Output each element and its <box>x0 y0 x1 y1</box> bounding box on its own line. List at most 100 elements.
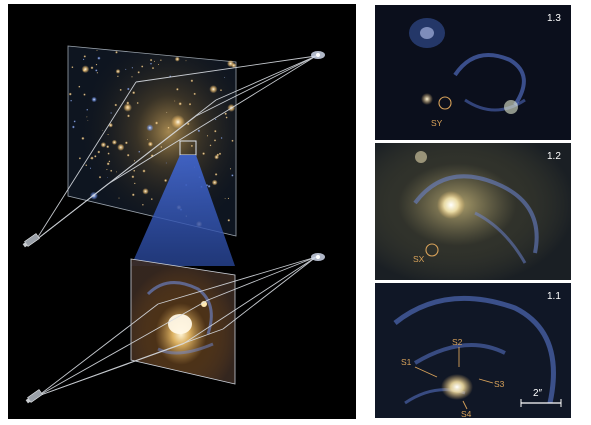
field-galaxy <box>210 144 212 146</box>
lensing-illustration <box>8 4 356 419</box>
field-galaxy <box>106 169 107 170</box>
field-galaxy <box>160 146 162 148</box>
field-galaxy <box>202 152 205 155</box>
field-galaxy <box>227 60 234 67</box>
field-galaxy <box>83 93 86 96</box>
field-galaxy <box>225 198 226 199</box>
field-galaxy <box>142 204 144 206</box>
field-galaxy <box>131 76 133 78</box>
field-galaxy <box>150 59 153 62</box>
scale-bar-label: 2″ <box>533 388 543 399</box>
field-galaxy <box>191 145 193 147</box>
marker-label-s4: S4 <box>461 409 472 418</box>
field-galaxy <box>134 183 136 185</box>
field-galaxy <box>112 140 117 145</box>
panel-1-1: 1.1 S1 S2 S3 S4 2″ <box>375 283 571 418</box>
field-galaxy <box>72 126 75 129</box>
field-galaxy <box>146 124 153 131</box>
field-galaxy <box>86 109 88 111</box>
field-galaxy <box>106 145 109 148</box>
field-galaxy <box>95 69 98 72</box>
field-galaxy <box>132 193 135 196</box>
marker-label-sy: SY <box>431 118 443 128</box>
field-galaxy <box>127 154 130 157</box>
field-galaxy <box>174 100 175 101</box>
field-galaxy <box>231 140 233 142</box>
field-galaxy <box>164 179 167 182</box>
field-galaxy <box>176 88 179 91</box>
field-galaxy <box>220 89 222 91</box>
field-galaxy <box>108 160 110 162</box>
field-galaxy <box>127 88 130 91</box>
field-galaxy <box>133 170 135 172</box>
field-galaxy <box>155 121 158 124</box>
field-galaxy <box>167 127 169 129</box>
field-galaxy <box>99 176 102 179</box>
field-galaxy <box>126 101 129 104</box>
field-galaxy <box>214 139 216 141</box>
field-galaxy <box>86 116 87 117</box>
field-galaxy <box>191 79 194 82</box>
field-galaxy <box>90 167 92 169</box>
field-galaxy <box>91 97 97 103</box>
field-galaxy <box>97 72 99 74</box>
source-galaxy-upper <box>311 51 325 59</box>
field-galaxy <box>125 141 128 144</box>
field-galaxy <box>91 66 94 69</box>
field-galaxy <box>90 156 93 159</box>
field-galaxy <box>152 67 154 69</box>
field-galaxy <box>127 114 130 117</box>
field-galaxy <box>115 51 118 54</box>
field-galaxy <box>83 59 85 61</box>
field-galaxy <box>160 59 162 61</box>
marker-label-sx: SX <box>413 254 425 264</box>
field-galaxy <box>120 89 122 91</box>
marker-label-s2: S2 <box>452 337 463 347</box>
cluster-core <box>171 115 185 129</box>
marker-label-s3: S3 <box>494 379 505 389</box>
field-galaxy <box>212 180 218 186</box>
field-galaxy <box>226 116 228 118</box>
field-galaxy <box>166 112 167 113</box>
field-galaxy <box>102 130 103 131</box>
field-galaxy <box>107 134 108 135</box>
field-galaxy <box>116 69 121 74</box>
field-galaxy <box>117 144 124 151</box>
field-galaxy <box>97 151 100 154</box>
field-galaxy <box>207 135 209 137</box>
field-galaxy <box>216 154 219 157</box>
field-galaxy <box>151 198 153 200</box>
field-galaxy <box>96 64 98 66</box>
field-galaxy <box>166 162 167 163</box>
field-galaxy <box>107 162 110 165</box>
field-galaxy <box>221 137 223 139</box>
field-galaxy <box>147 139 148 140</box>
lensing-diagram <box>8 4 356 419</box>
field-galaxy <box>71 66 73 68</box>
image-panels: 1.3 SY 1.2 SX <box>375 5 571 418</box>
zoom-plane <box>131 259 235 384</box>
field-galaxy <box>227 219 230 222</box>
field-galaxy <box>85 164 87 166</box>
field-galaxy <box>87 120 88 121</box>
field-galaxy <box>214 130 217 133</box>
field-galaxy <box>101 142 107 148</box>
field-galaxy <box>78 86 80 88</box>
field-galaxy <box>209 85 217 93</box>
field-galaxy <box>118 197 119 198</box>
telescope-upper-icon <box>22 234 39 249</box>
field-galaxy <box>134 160 136 162</box>
panel-label-1-3: 1.3 <box>547 13 561 24</box>
field-galaxy <box>107 177 108 178</box>
field-galaxy <box>198 129 201 132</box>
field-galaxy <box>126 106 129 109</box>
field-galaxy <box>231 174 234 177</box>
field-galaxy <box>117 75 119 77</box>
field-galaxy <box>96 50 97 51</box>
field-galaxy <box>142 188 148 194</box>
field-galaxy <box>189 103 192 106</box>
field-galaxy <box>125 69 126 70</box>
field-galaxy <box>215 119 217 121</box>
field-galaxy <box>228 198 230 200</box>
field-galaxy <box>79 157 81 159</box>
